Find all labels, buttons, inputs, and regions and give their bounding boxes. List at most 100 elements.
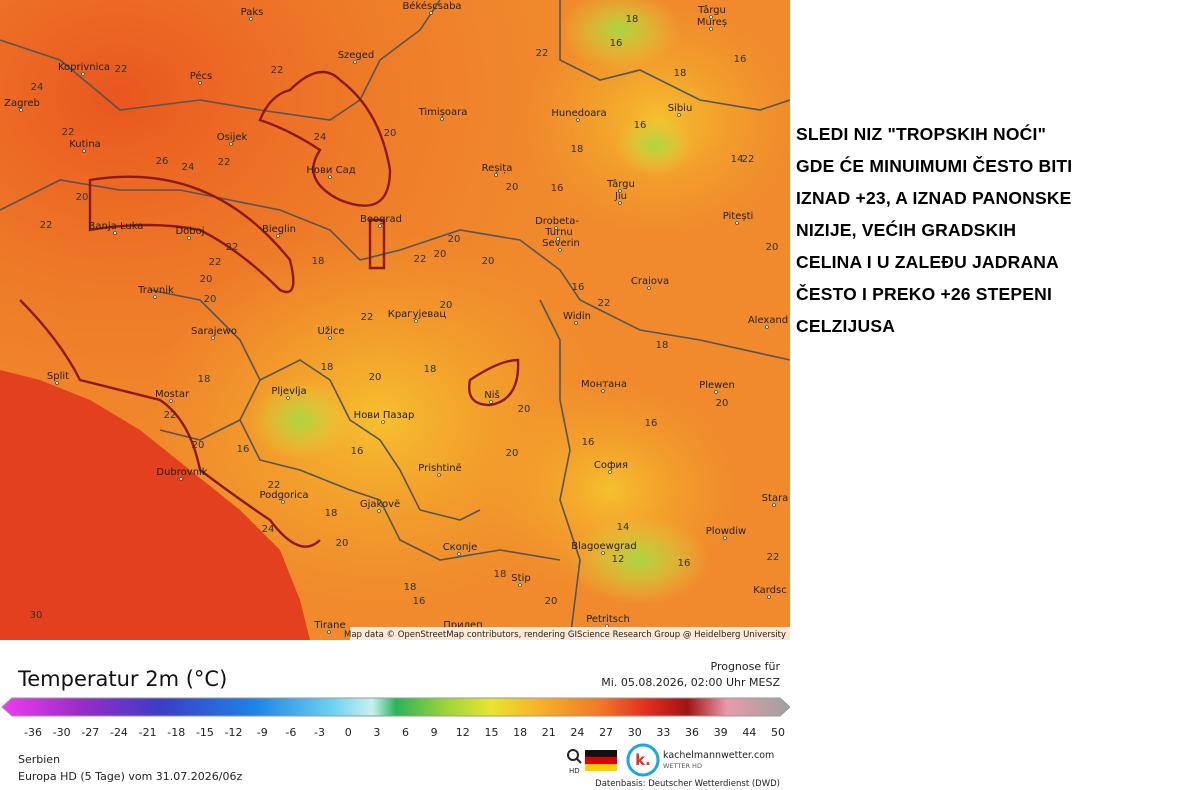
temperature-label: 16 [572, 282, 585, 293]
temperature-label: 16 [645, 418, 658, 429]
temperature-label: 16 [237, 444, 250, 455]
city-label: Prishtinë [418, 463, 461, 474]
city-label: Doboj [175, 226, 204, 237]
city-dot [229, 142, 233, 146]
temperature-label: 22 [742, 154, 755, 165]
borders [0, 0, 790, 640]
city-label: Podgorica [259, 490, 308, 501]
city-dot [286, 396, 290, 400]
zoom-icon[interactable] [567, 749, 579, 761]
city-dot [153, 295, 157, 299]
city-label: Pécs [190, 70, 213, 82]
border [149, 289, 261, 441]
city-dot [574, 321, 578, 325]
city-label: Szeged [338, 50, 375, 61]
scale-tick-label: -21 [139, 726, 157, 739]
scale-tick-label: 44 [742, 726, 756, 739]
forecast-time: Mi. 05.08.2026, 02:00 Uhr MESZ [601, 676, 780, 689]
city-dot [276, 234, 280, 238]
city-label: Нови Сад [306, 165, 355, 176]
city-dot [709, 15, 713, 19]
city-dot [723, 536, 727, 540]
city-dot [187, 236, 191, 240]
scale-tick-label: 33 [656, 726, 670, 739]
city-label: Скопје [443, 541, 478, 553]
city-label: Alexand [748, 315, 788, 326]
forecast-label: Prognose für [711, 660, 781, 673]
temperature-label: 22 [218, 157, 231, 168]
city-label: Békéscsaba [402, 0, 461, 12]
city-label: Târgu [606, 178, 635, 190]
temperature-label: 24 [182, 162, 195, 173]
city-dot [249, 17, 253, 21]
region: Serbien [18, 753, 60, 766]
contour [258, 70, 392, 207]
city-dot [327, 630, 331, 634]
flag-stripe [585, 757, 617, 764]
city-dot [618, 189, 622, 193]
note-line: CELINA I U ZALEĐU JADRANA [796, 252, 1059, 272]
city-dot [211, 336, 215, 340]
city-dot [558, 248, 562, 252]
city-dot [608, 470, 612, 474]
note-line: CELZIJUSA [796, 316, 896, 336]
scale-tick-label: 36 [685, 726, 699, 739]
note-line: ČESTO I PREKO +26 STEPENI [796, 284, 1053, 304]
temperature-label: 24 [314, 132, 327, 143]
city-label: Mureș [697, 17, 727, 28]
city-dot [55, 381, 59, 385]
attribution: Map data © OpenStreetMap contributors, r… [344, 630, 786, 640]
temperature-label: 16 [634, 120, 647, 131]
temperature-label: 18 [404, 582, 417, 593]
brand-logo[interactable] [626, 743, 660, 777]
border [0, 0, 441, 121]
contour [468, 358, 520, 407]
scale-tick-label: 21 [542, 726, 556, 739]
scale-tick-label: 9 [431, 726, 438, 739]
border [259, 359, 481, 521]
city-label: Sibiu [668, 103, 693, 114]
scale-tick-label: 12 [456, 726, 470, 739]
temperature-label: 20 [482, 256, 495, 267]
city-label: Bieglin [262, 224, 296, 235]
note-line: GDE ĆE MINUIMUMI ČESTO BITI [796, 156, 1073, 176]
city-label: Нови Пазар [354, 410, 415, 421]
city-label: Sarajewo [191, 326, 237, 337]
temperature-label: 22 [414, 254, 427, 265]
city-label: Split [47, 371, 69, 382]
city-dot [353, 60, 357, 64]
city-label: Pitești [723, 211, 754, 222]
note-line: NIZIJE, VEĆIH GRADSKIH [796, 220, 1017, 240]
temperature-label: 22 [164, 410, 177, 421]
scale-tick-label: -24 [110, 726, 128, 739]
border [0, 179, 361, 261]
cool-zone [615, 115, 695, 175]
scale-tick-label: 27 [599, 726, 613, 739]
temperature-label: 16 [413, 596, 426, 607]
flag-stripe [585, 764, 617, 771]
scale-tick-label: -36 [24, 726, 42, 739]
legend-title: Temperatur 2m (°C) [17, 667, 227, 691]
city-dot [82, 149, 86, 153]
city-label: София [594, 460, 628, 471]
temperature-label: 16 [582, 437, 595, 448]
city-dot [113, 231, 117, 235]
contour [88, 175, 295, 294]
temperature-label: 22 [271, 65, 284, 76]
temperature-label: 30 [30, 610, 43, 621]
city-dot [81, 72, 85, 76]
city-label: Craiova [631, 276, 669, 287]
temperature-label: 18 [626, 14, 639, 25]
temperature-label: 22 [62, 127, 75, 138]
city-label: Koprivnica [58, 62, 110, 73]
city-label: Kutina [69, 139, 101, 150]
temperature-label: 18 [571, 144, 584, 155]
scale-tick-label: -15 [196, 726, 214, 739]
temperature-label: 16 [734, 54, 747, 65]
city-label: Plewen [699, 380, 735, 391]
city-label: Gjakovë [360, 499, 400, 510]
temperature-label: 22 [767, 552, 780, 563]
city-label: Widin [563, 311, 591, 322]
scale-tick-label: 30 [628, 726, 642, 739]
sea [0, 370, 310, 640]
